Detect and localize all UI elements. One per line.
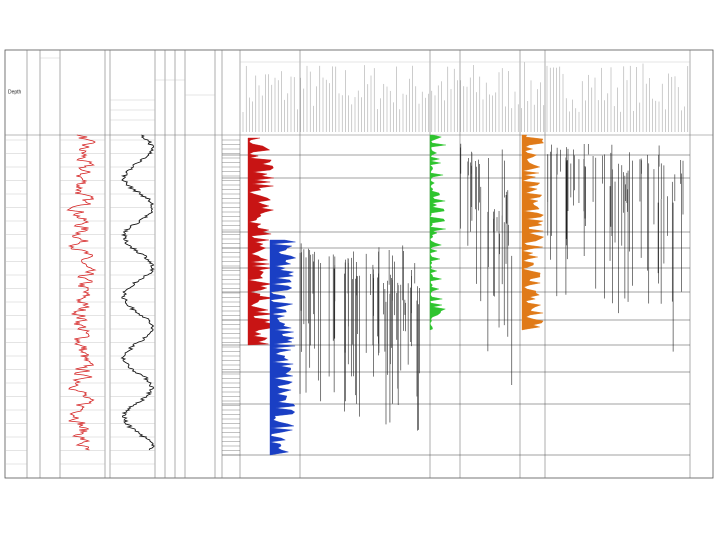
frame (4, 49, 714, 479)
sonic-curve (120, 134, 155, 451)
log-tracks (5, 50, 691, 478)
gamma-curve (66, 134, 97, 451)
depth-label: Depth (8, 89, 22, 95)
orange-profile (521, 134, 545, 331)
red-profile (247, 137, 274, 346)
green-profile (429, 134, 446, 331)
blue-profile (269, 239, 297, 456)
